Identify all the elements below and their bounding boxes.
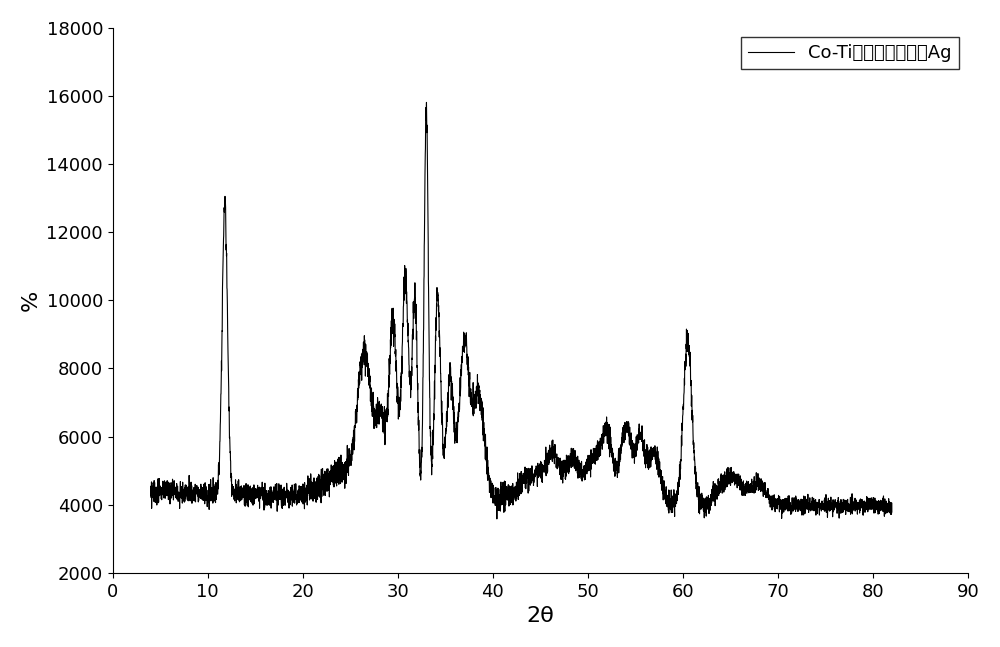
Y-axis label: %: % <box>21 290 41 311</box>
X-axis label: 2θ: 2θ <box>526 606 554 626</box>
Legend: Co-Ti水滑石还原纳米Ag: Co-Ti水滑石还原纳米Ag <box>741 37 959 69</box>
